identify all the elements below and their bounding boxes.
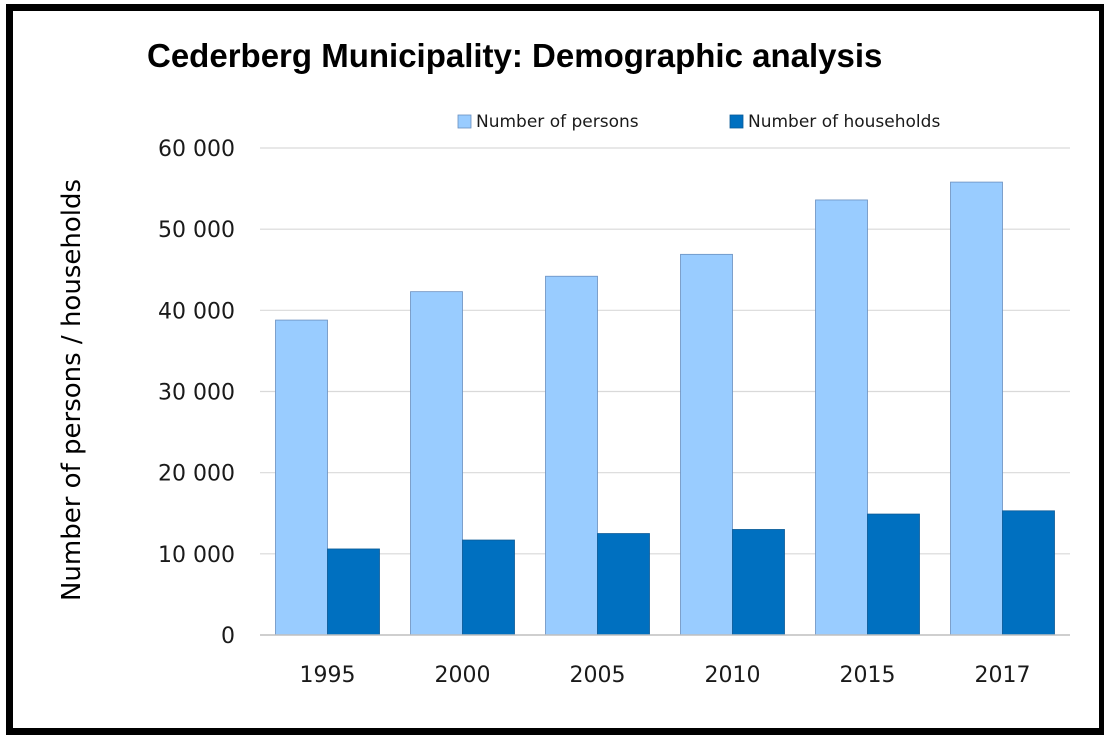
y-tick-label: 40 000 bbox=[158, 299, 235, 324]
y-tick-label: 60 000 bbox=[158, 137, 235, 162]
bar-persons bbox=[410, 291, 463, 636]
legend-swatch bbox=[457, 114, 472, 129]
bar-households bbox=[1002, 510, 1055, 636]
chart-title: Cederberg Municipality: Demographic anal… bbox=[147, 37, 882, 74]
legend-label: Number of persons bbox=[476, 112, 639, 132]
x-tick-label: 2005 bbox=[570, 663, 626, 688]
x-axis-ticks: 1995 2000 2005 2010 2015 2017 bbox=[300, 663, 1031, 688]
y-tick-label: 50 000 bbox=[158, 218, 235, 243]
bar-households bbox=[597, 533, 650, 636]
y-axis-ticks: 0 10 000 20 000 30 000 40 000 50 000 60 000 bbox=[158, 137, 235, 649]
bar-households bbox=[462, 539, 515, 636]
bar-households bbox=[732, 529, 785, 636]
legend-label: Number of households bbox=[748, 112, 940, 132]
gridlines bbox=[260, 147, 1070, 555]
legend-swatch bbox=[729, 114, 744, 129]
x-tick-label: 1995 bbox=[300, 663, 356, 688]
bar-persons bbox=[680, 253, 733, 636]
x-tick-label: 2010 bbox=[705, 663, 761, 688]
x-tick-label: 2000 bbox=[435, 663, 491, 688]
y-tick-label: 10 000 bbox=[158, 543, 235, 568]
bar-persons bbox=[815, 199, 868, 636]
y-tick-label: 20 000 bbox=[158, 462, 235, 487]
x-tick-label: 2015 bbox=[840, 663, 896, 688]
bar-persons bbox=[950, 181, 1003, 636]
bar-persons bbox=[275, 319, 328, 636]
y-axis-title: Number of persons / households bbox=[57, 179, 87, 601]
bars bbox=[275, 181, 1055, 636]
x-tick-label: 2017 bbox=[975, 663, 1031, 688]
bar-households bbox=[327, 548, 380, 636]
bar-persons bbox=[545, 275, 598, 636]
y-tick-label: 0 bbox=[221, 624, 235, 649]
legend: Number of persons Number of households bbox=[457, 112, 940, 132]
y-tick-label: 30 000 bbox=[158, 381, 235, 406]
bar-households bbox=[867, 513, 920, 636]
